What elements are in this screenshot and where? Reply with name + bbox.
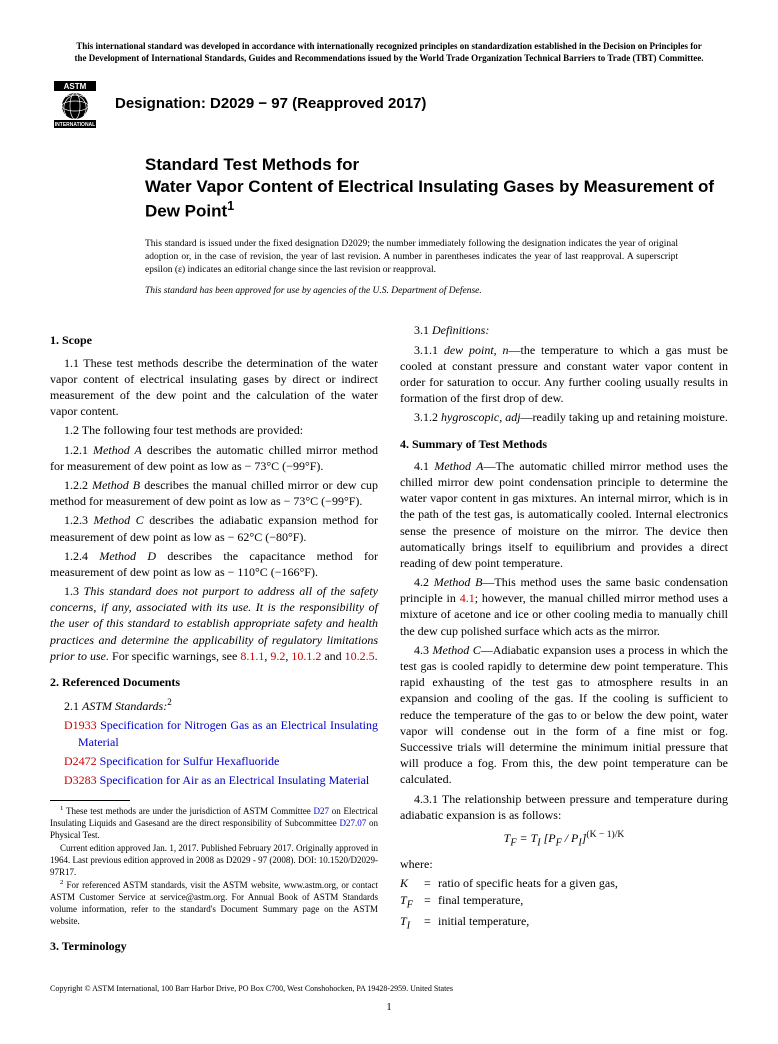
header-notice: This international standard was develope…: [50, 40, 728, 64]
ref-d1933: D1933 Specification for Nitrogen Gas as …: [64, 717, 378, 749]
title: Standard Test Methods for Water Vapor Co…: [145, 154, 728, 223]
para-1-1: 1.1 These test methods describe the dete…: [50, 355, 378, 420]
footnote-1b: Current edition approved Jan. 1, 2017. P…: [50, 842, 378, 878]
formula: TF = TI [PF / PI](K − 1)/K: [400, 829, 728, 850]
para-3-1-2: 3.1.2 hygroscopic, adj—readily taking up…: [400, 409, 728, 425]
ref-d2472: D2472 Specification for Sulfur Hexafluor…: [64, 753, 378, 769]
svg-text:INTERNATIONAL: INTERNATIONAL: [55, 122, 95, 128]
where-label: where:: [400, 856, 728, 872]
para-1-2-2: 1.2.2 Method B describes the manual chil…: [50, 477, 378, 509]
designation-row: ASTM INTERNATIONAL Designation: D2029 − …: [50, 79, 728, 129]
where-list: K=ratio of specific heats for a given ga…: [400, 875, 728, 933]
issue-note: This standard is issued under the fixed …: [145, 238, 728, 276]
para-3-1-1: 3.1.1 dew point, n—the temperature to wh…: [400, 342, 728, 407]
para-4-3-1: 4.3.1 The relationship between pressure …: [400, 791, 728, 823]
section-2-heading: 2. Referenced Documents: [50, 674, 378, 690]
para-4-3: 4.3 Method C—Adiabatic expansion uses a …: [400, 642, 728, 788]
para-3-1: 3.1 Definitions:: [400, 322, 728, 338]
title-prefix: Standard Test Methods for: [145, 155, 359, 174]
footnote-1: 1 These test methods are under the juris…: [50, 804, 378, 841]
para-1-2-4: 1.2.4 Method D describes the capacitance…: [50, 548, 378, 580]
para-4-2: 4.2 Method B—This method uses the same b…: [400, 574, 728, 639]
footnotes: 1 These test methods are under the juris…: [50, 800, 378, 927]
section-1-heading: 1. Scope: [50, 332, 378, 348]
footnote-2: 2 For referenced ASTM standards, visit t…: [50, 878, 378, 928]
copyright: Copyright © ASTM International, 100 Barr…: [50, 984, 728, 995]
designation: Designation: D2029 − 97 (Reapproved 2017…: [115, 94, 426, 114]
where-ti: TI=initial temperature,: [400, 913, 728, 933]
body-columns: 1. Scope 1.1 These test methods describe…: [50, 322, 728, 953]
para-1-3: 1.3 This standard does not purport to ad…: [50, 583, 378, 664]
section-3-heading: 3. Terminology: [50, 938, 378, 954]
dod-note: This standard has been approved for use …: [145, 285, 728, 298]
svg-text:ASTM: ASTM: [64, 82, 87, 91]
section-4-heading: 4. Summary of Test Methods: [400, 436, 728, 452]
footnote-rule: [50, 800, 130, 801]
where-tf: TF=final temperature,: [400, 892, 728, 912]
para-1-2-1: 1.2.1 Method A describes the automatic c…: [50, 442, 378, 474]
para-1-2-3: 1.2.3 Method C describes the adiabatic e…: [50, 512, 378, 544]
ref-d3283: D3283 Specification for Air as an Electr…: [64, 772, 378, 788]
para-2-1: 2.1 ASTM Standards:2: [50, 696, 378, 714]
title-block: Standard Test Methods for Water Vapor Co…: [145, 154, 728, 223]
where-k: K=ratio of specific heats for a given ga…: [400, 875, 728, 891]
title-sup: 1: [227, 198, 234, 213]
astm-logo: ASTM INTERNATIONAL: [50, 79, 100, 129]
para-1-2: 1.2 The following four test methods are …: [50, 422, 378, 438]
para-4-1: 4.1 Method A—The automatic chilled mirro…: [400, 458, 728, 571]
page-number: 1: [50, 1000, 728, 1015]
